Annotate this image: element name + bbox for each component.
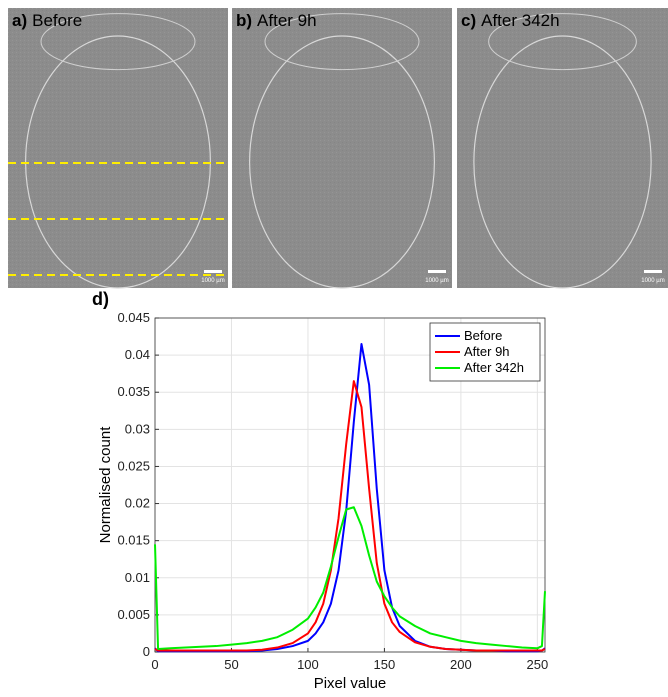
panel-label: d) <box>92 289 109 309</box>
legend-label: Before <box>464 328 502 343</box>
panel-label: b) <box>236 11 252 30</box>
panel-name: Before <box>32 11 82 30</box>
series-line <box>154 380 546 652</box>
panel-title: b) After 9h <box>236 11 317 30</box>
y-tick-label: 0.03 <box>125 421 150 436</box>
y-tick-label: 0.04 <box>125 347 150 362</box>
specimen-outline <box>249 35 436 289</box>
panel-label: c) <box>461 11 476 30</box>
scale-bar <box>428 270 446 273</box>
ct-image <box>8 8 228 288</box>
x-tick-label: 0 <box>151 657 158 672</box>
x-tick-label: 50 <box>224 657 238 672</box>
x-tick-label: 250 <box>527 657 549 672</box>
legend-label: After 342h <box>464 360 524 375</box>
scale-bar <box>644 270 662 273</box>
series-line <box>154 506 546 651</box>
x-axis-label: Pixel value <box>314 675 387 692</box>
image-panel: a) Before 1000 µm <box>8 8 228 289</box>
panel-title: c) After 342h <box>461 11 560 30</box>
ct-image <box>457 8 668 288</box>
y-tick-label: 0.045 <box>117 310 150 325</box>
panel-title: a) Before <box>12 11 82 30</box>
y-axis-label: Normalised count <box>97 426 114 544</box>
axes-box <box>154 317 546 653</box>
image-panel: b) After 9h 1000 µm <box>232 8 452 289</box>
y-tick-label: 0.02 <box>125 496 150 511</box>
image-panel: c) After 342h 1000 µm <box>457 8 668 289</box>
y-tick-label: 0.015 <box>117 533 150 548</box>
panel-name: After 342h <box>481 11 559 30</box>
specimen-top <box>40 13 196 71</box>
x-tick-label: 150 <box>374 657 396 672</box>
x-tick-label: 100 <box>297 657 319 672</box>
specimen-outline <box>473 35 652 289</box>
panel-label: a) <box>12 11 27 30</box>
y-tick-label: 0.035 <box>117 384 150 399</box>
scale-bar <box>204 270 222 273</box>
specimen-top <box>264 13 420 71</box>
y-tick-label: 0 <box>143 644 150 659</box>
x-tick-label: 200 <box>450 657 472 672</box>
y-tick-label: 0.005 <box>117 607 150 622</box>
specimen-top <box>488 13 637 71</box>
scale-bar-label: 1000 µm <box>201 278 224 284</box>
y-tick-label: 0.025 <box>117 458 150 473</box>
legend-label: After 9h <box>464 344 510 359</box>
ct-image <box>232 8 452 288</box>
scale-bar-label: 1000 µm <box>425 278 448 284</box>
y-tick-label: 0.01 <box>125 570 150 585</box>
panel-name: After 9h <box>257 11 317 30</box>
scale-bar-label: 1000 µm <box>641 278 664 284</box>
